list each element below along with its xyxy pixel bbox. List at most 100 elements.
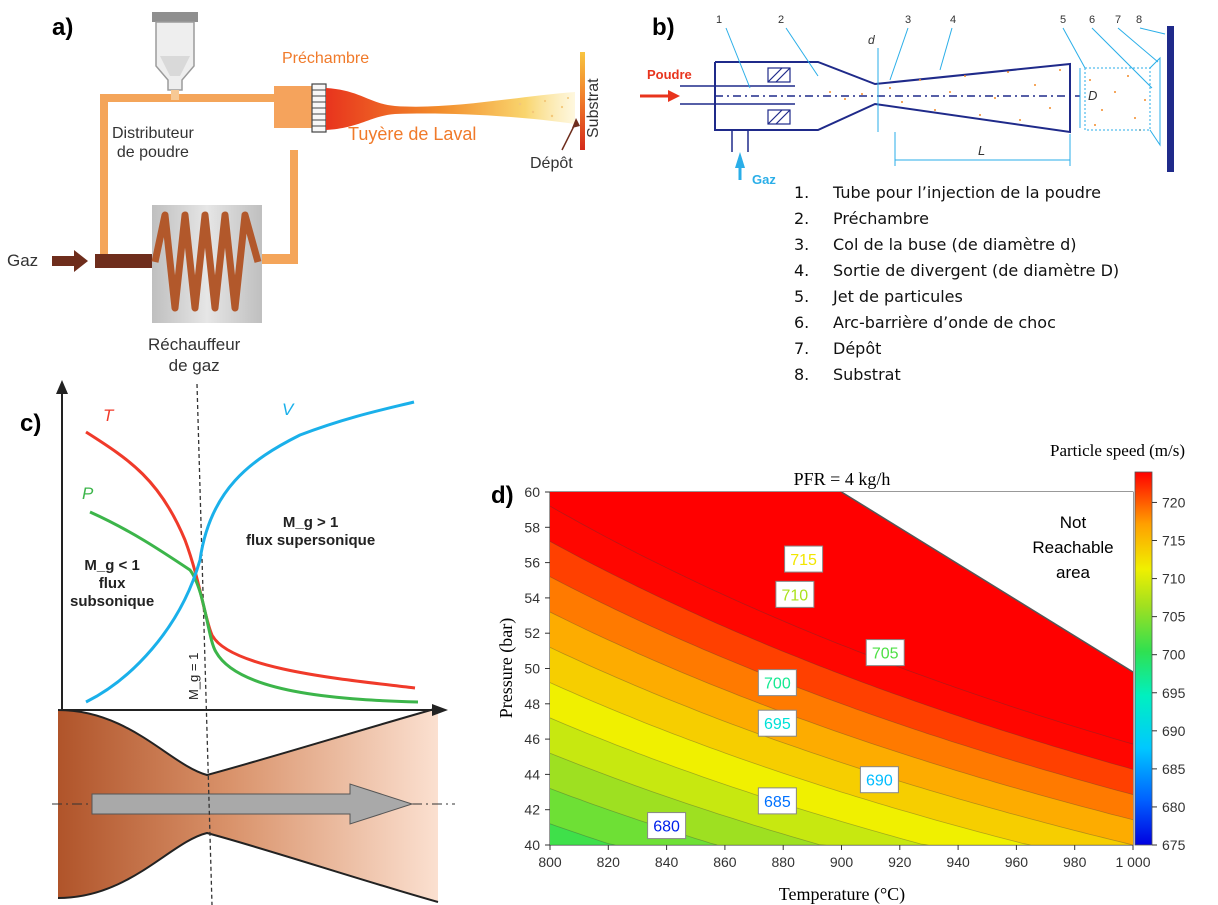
colorbar-tick-label: 705 xyxy=(1162,609,1186,625)
contour-line xyxy=(550,505,1133,745)
curve-velocity xyxy=(85,400,415,704)
substrate-bar xyxy=(580,52,585,150)
feeder-cap xyxy=(152,12,198,22)
colorbar-tick-label: 710 xyxy=(1162,571,1186,587)
not-reachable-area xyxy=(841,492,1133,673)
b-num-5: 5 xyxy=(1060,14,1067,26)
legend-item: 4. Sortie de divergent (de diamètre D) xyxy=(794,261,1120,280)
x-tick-label: 800 xyxy=(538,854,562,870)
supersonic-label: M_g > 1 flux supersonique xyxy=(246,514,376,549)
panel-a-diagram xyxy=(52,12,585,323)
prechamber xyxy=(274,86,316,128)
contour-label: 680 xyxy=(647,812,687,840)
contour-chart: 800 820 840 860 880 900 920 940 960 980 1 000 40 42… xyxy=(496,441,1186,905)
legend-item: 6. Arc-barrière d’onde de choc xyxy=(794,313,1056,332)
b-num-2: 2 xyxy=(778,14,785,26)
colorbar-tick-label: 695 xyxy=(1162,685,1186,701)
heater-coil xyxy=(151,211,262,312)
svg-text:Reachable: Reachable xyxy=(1032,538,1113,557)
b-powder-label: Poudre xyxy=(647,67,692,82)
colorbar-tick-label: 700 xyxy=(1162,647,1186,663)
heater-outlet-pipe xyxy=(258,254,296,264)
svg-text:685: 685 xyxy=(764,794,791,811)
b-num-3: 3 xyxy=(905,14,912,26)
x-tick-label: 960 xyxy=(1005,854,1029,870)
contour-label: 715 xyxy=(784,545,824,573)
curve-T-label: T xyxy=(103,406,114,425)
y-tick-label: 40 xyxy=(524,837,540,853)
mach-label: M_g = 1 xyxy=(186,652,201,700)
colorbar-tick-label: 690 xyxy=(1162,723,1186,739)
y-tick-label: 44 xyxy=(524,766,540,782)
contour-line xyxy=(550,717,1133,845)
svg-text:710: 710 xyxy=(782,587,809,604)
panel-c-diagram xyxy=(52,380,455,905)
contour-label: 705 xyxy=(865,639,905,667)
b-num-4: 4 xyxy=(950,14,957,26)
legend-item: 8. Substrat xyxy=(794,365,901,384)
gas-pipe-top xyxy=(100,94,280,102)
x-axis-label: Temperature (°C) xyxy=(779,884,905,905)
colorbar-tick-label: 720 xyxy=(1162,494,1186,510)
svg-text:Not: Not xyxy=(1060,513,1087,532)
svg-text:695: 695 xyxy=(764,716,791,733)
colorbar xyxy=(1134,471,1153,846)
contour-label: 690 xyxy=(859,766,899,794)
substrate-plate xyxy=(1167,26,1174,172)
x-tick-label: 880 xyxy=(772,854,796,870)
laval-label: Tuyère de Laval xyxy=(348,124,477,144)
x-tick-label: 1 000 xyxy=(1115,854,1150,870)
svg-text:area: area xyxy=(1056,563,1091,582)
legend-item: 5. Jet de particules xyxy=(794,287,963,306)
y-tick-label: 60 xyxy=(524,484,540,500)
heater-riser-pipe xyxy=(290,150,298,264)
flow-arrow xyxy=(91,783,414,825)
panel-b-label: b) xyxy=(652,14,675,41)
b-num-1: 1 xyxy=(716,14,723,26)
panel-b-diagram xyxy=(640,26,1174,180)
panel-a-label: a) xyxy=(52,14,74,41)
mach-line xyxy=(196,383,213,905)
powder-feeder-label: Distributeur de poudre xyxy=(112,125,194,161)
subsonic-label: M_g < 1 flux subsonique xyxy=(70,557,155,610)
colorbar-title: Particle speed (m/s) xyxy=(1050,441,1185,460)
chart-title: PFR = 4 kg/h xyxy=(794,469,891,489)
contour-line xyxy=(550,646,1133,845)
laval-nozzle-jet xyxy=(326,88,575,130)
contour-line xyxy=(550,576,1133,795)
x-tick-label: 840 xyxy=(655,854,679,870)
curve-P-label: P xyxy=(82,484,94,503)
heater-label: Réchauffeur de gaz xyxy=(148,335,241,375)
legend-item: 1. Tube pour l’injection de la poudre xyxy=(794,183,1101,202)
contour-line xyxy=(550,752,1133,845)
y-tick-label: 54 xyxy=(524,590,540,606)
x-tick-label: 860 xyxy=(713,854,737,870)
gas-arrow xyxy=(52,250,88,272)
svg-text:705: 705 xyxy=(872,646,899,663)
not-reachable-annotation: Not Reachable area xyxy=(1032,513,1113,582)
b-dim-D: D xyxy=(1088,88,1098,103)
colorbar-tick-label: 680 xyxy=(1162,799,1186,815)
contour-label: 695 xyxy=(757,709,797,737)
y-tick-label: 46 xyxy=(524,731,540,747)
b-num-6: 6 xyxy=(1089,14,1096,26)
b-num-8: 8 xyxy=(1136,14,1143,26)
gas-label: Gaz xyxy=(7,251,39,270)
panel-c-label: c) xyxy=(20,410,42,437)
not-reachable-boundary xyxy=(841,491,1134,673)
deposit-label: Dépôt xyxy=(530,155,573,172)
svg-text:715: 715 xyxy=(790,552,817,569)
x-tick-label: 900 xyxy=(830,854,854,870)
contour-line xyxy=(550,541,1133,770)
colorbar-tick-label: 715 xyxy=(1162,533,1186,549)
curve-pressure xyxy=(89,510,419,704)
panel-b-legend: 1. Tube pour l’injection de la poudre 2. P… xyxy=(788,180,1119,388)
y-tick-label: 48 xyxy=(524,696,540,712)
legend-item: 2. Préchambre xyxy=(794,209,929,228)
nozzle-outline xyxy=(714,61,1071,134)
feeder-cone xyxy=(160,56,190,76)
contour-line xyxy=(550,611,1133,821)
particle-dots xyxy=(829,69,1146,131)
x-tick-label: 820 xyxy=(597,854,621,870)
contour-line xyxy=(550,682,1133,845)
